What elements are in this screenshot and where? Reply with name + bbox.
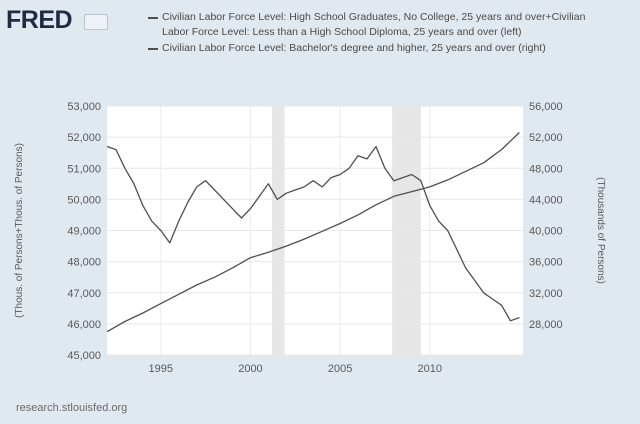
legend-entry-left-series: Civilian Labor Force Level: High School … — [148, 10, 588, 40]
x-tick-label: 2000 — [238, 363, 262, 375]
legend-label-left-series: Civilian Labor Force Level: High School … — [162, 11, 586, 38]
fred-logo: FRED — [6, 6, 73, 34]
chart-legend: Civilian Labor Force Level: High School … — [148, 10, 588, 57]
y-right-tick-label: 32,000 — [529, 288, 563, 300]
y-left-tick-label: 45,000 — [67, 350, 101, 362]
y-right-tick-label: 52,000 — [529, 132, 563, 144]
y-left-axis-label: (Thous. of Persons+Thous. of Persons) — [14, 143, 25, 318]
y-right-tick-label: 48,000 — [529, 163, 563, 175]
y-left-tick-label: 50,000 — [67, 194, 101, 206]
y-left-tick-label: 47,000 — [67, 288, 101, 300]
legend-entry-right-series: Civilian Labor Force Level: Bachelor's d… — [148, 41, 588, 56]
y-right-tick-label: 44,000 — [529, 194, 563, 206]
series-line-left — [106, 145, 520, 322]
y-left-tick-label: 52,000 — [67, 132, 101, 144]
fred-logo-mark-icon — [84, 14, 108, 30]
legend-swatch-left — [148, 17, 158, 19]
y-left-tick-label: 48,000 — [67, 257, 101, 269]
y-right-tick-label: 28,000 — [529, 319, 563, 331]
y-left-tick-label: 49,000 — [67, 226, 101, 238]
x-tick-label: 2010 — [418, 363, 442, 375]
y-right-tick-label: 36,000 — [529, 257, 563, 269]
legend-label-right-series: Civilian Labor Force Level: Bachelor's d… — [162, 42, 546, 54]
x-tick-label: 2005 — [328, 363, 352, 375]
legend-swatch-right — [148, 48, 158, 50]
y-left-tick-label: 46,000 — [67, 319, 101, 331]
source-link[interactable]: research.stlouisfed.org — [16, 402, 128, 414]
x-tick-label: 1995 — [149, 363, 173, 375]
y-right-axis-label: (Thousands of Persons) — [595, 177, 606, 284]
y-right-tick-label: 56,000 — [529, 101, 563, 113]
y-right-tick-label: 40,000 — [529, 226, 563, 238]
y-left-tick-label: 53,000 — [67, 101, 101, 113]
y-left-tick-label: 51,000 — [67, 163, 101, 175]
series-line-right — [106, 132, 520, 333]
